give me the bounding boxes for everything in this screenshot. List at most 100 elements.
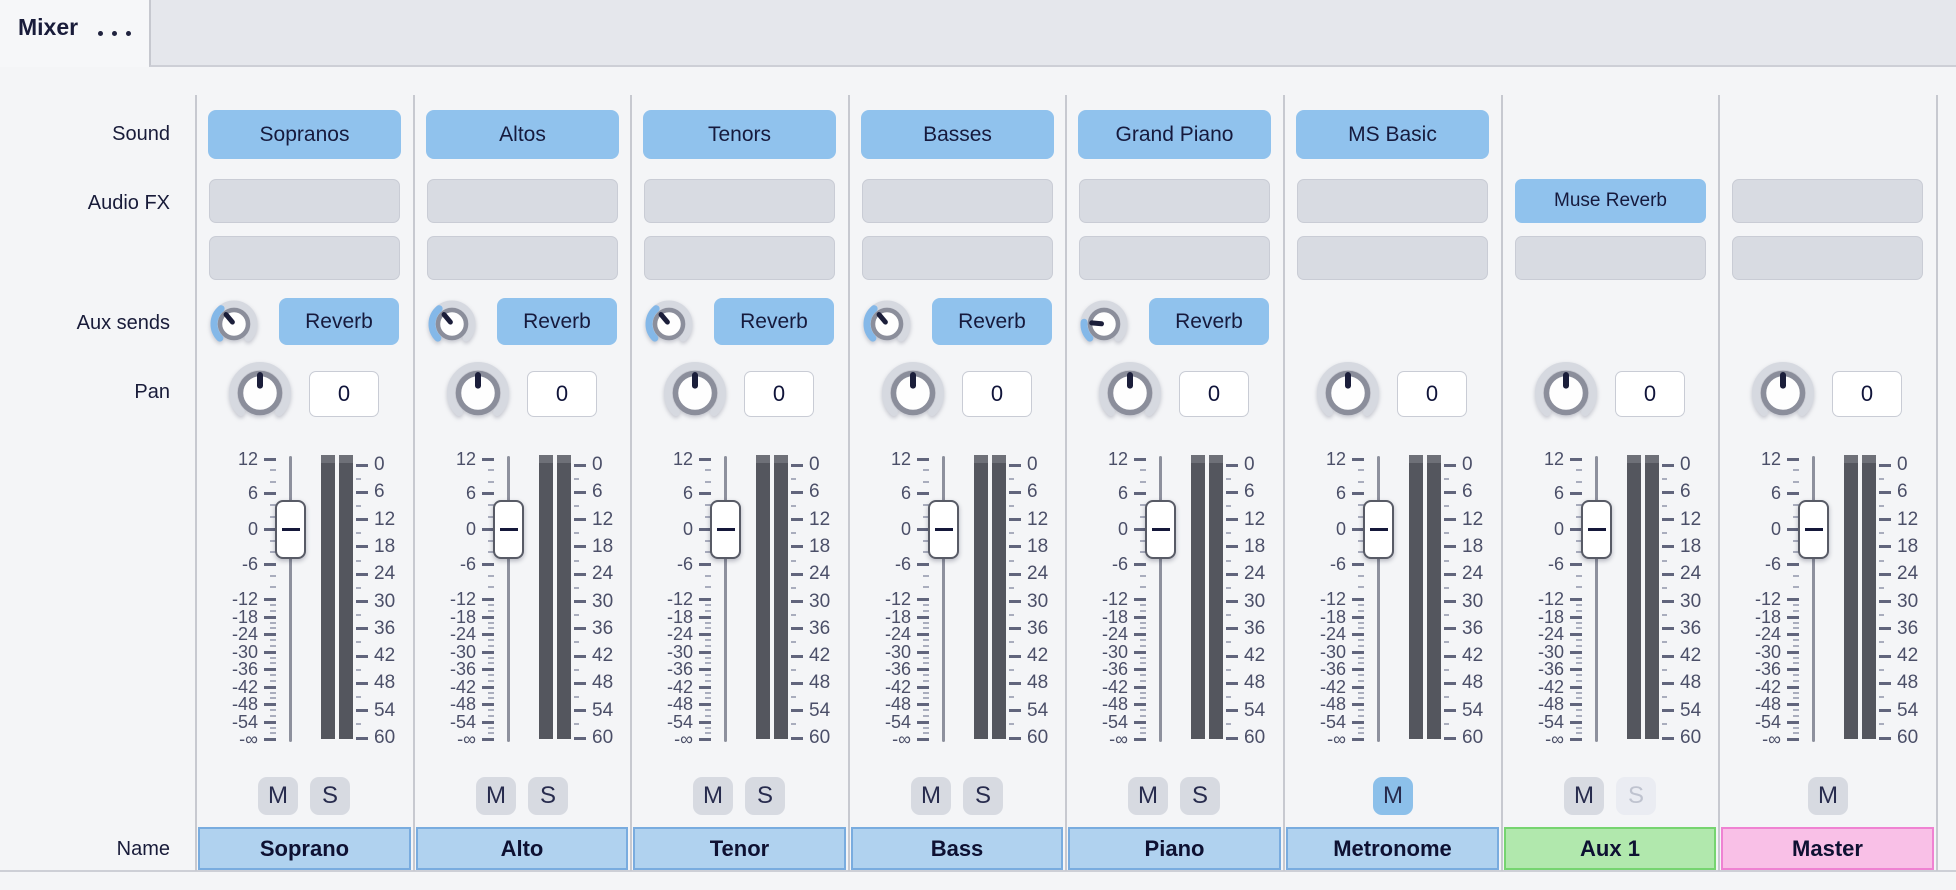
- solo-button[interactable]: S: [528, 777, 568, 815]
- sound-button[interactable]: Sopranos: [208, 110, 401, 159]
- meter-scale-tick: [1879, 600, 1891, 603]
- aux-send-button[interactable]: Reverb: [714, 298, 834, 345]
- mixer-menu-button[interactable]: [90, 20, 138, 46]
- channel-name[interactable]: Metronome: [1286, 827, 1499, 870]
- solo-button[interactable]: S: [310, 777, 350, 815]
- fader-scale-minor-tick: [923, 645, 929, 647]
- fx-slot-2[interactable]: [644, 236, 835, 280]
- solo-button[interactable]: S: [1180, 777, 1220, 815]
- pan-knob[interactable]: [1091, 354, 1169, 432]
- channel-name[interactable]: Aux 1: [1504, 827, 1716, 870]
- pan-knob[interactable]: [874, 354, 952, 432]
- pan-value-input[interactable]: 0: [1397, 371, 1467, 417]
- pan-knob[interactable]: [656, 354, 734, 432]
- fader-handle[interactable]: [1363, 500, 1394, 559]
- mute-button[interactable]: M: [693, 777, 733, 815]
- meter-channel-bar: [1209, 455, 1223, 739]
- fx-slot-1[interactable]: [1732, 179, 1923, 223]
- channel-name[interactable]: Piano: [1068, 827, 1281, 870]
- fader-track[interactable]: [1159, 456, 1162, 742]
- mute-button[interactable]: M: [1128, 777, 1168, 815]
- pan-value-input[interactable]: 0: [1832, 371, 1902, 417]
- channel-name[interactable]: Bass: [851, 827, 1063, 870]
- meter-scale-tick: [1444, 600, 1456, 603]
- pan-value-input[interactable]: 0: [309, 371, 379, 417]
- fx-slot-1[interactable]: [1079, 179, 1270, 223]
- aux-send-knob[interactable]: [204, 294, 264, 354]
- aux-send-knob[interactable]: [639, 294, 699, 354]
- mute-button[interactable]: M: [911, 777, 951, 815]
- sound-button[interactable]: MS Basic: [1296, 110, 1489, 159]
- meter-bar-cap: [1862, 455, 1876, 463]
- meter-scale-tick: [1226, 709, 1238, 713]
- mute-button[interactable]: M: [1564, 777, 1604, 815]
- fader-scale-minor-tick: [270, 604, 276, 606]
- aux-send-button[interactable]: Reverb: [279, 298, 399, 345]
- channel-name[interactable]: Tenor: [633, 827, 846, 870]
- fx-slot-2[interactable]: [1079, 236, 1270, 280]
- solo-button[interactable]: S: [963, 777, 1003, 815]
- pan-value-input[interactable]: 0: [527, 371, 597, 417]
- fx-slot-2[interactable]: [1732, 236, 1923, 280]
- fx-slot-1[interactable]: [1297, 179, 1488, 223]
- pan-knob[interactable]: [1744, 354, 1822, 432]
- sound-button[interactable]: Basses: [861, 110, 1054, 159]
- pan-knob[interactable]: [439, 354, 517, 432]
- mute-button[interactable]: M: [258, 777, 298, 815]
- fx-slot-2[interactable]: [862, 236, 1053, 280]
- fader-handle[interactable]: [1581, 500, 1612, 559]
- fader-track[interactable]: [289, 456, 292, 742]
- fader-scale-minor-tick: [270, 639, 276, 641]
- fx-slot-1[interactable]: [427, 179, 618, 223]
- fader-track[interactable]: [942, 456, 945, 742]
- fx-slot-1[interactable]: [862, 179, 1053, 223]
- aux-send-knob[interactable]: [857, 294, 917, 354]
- channel-name[interactable]: Soprano: [198, 827, 411, 870]
- aux-send-button[interactable]: Reverb: [932, 298, 1052, 345]
- mute-button[interactable]: M: [1373, 777, 1413, 815]
- fader-track[interactable]: [1377, 456, 1380, 742]
- aux-send-button[interactable]: Reverb: [1149, 298, 1269, 345]
- fx-slot-2[interactable]: [1297, 236, 1488, 280]
- pan-value-input[interactable]: 0: [1179, 371, 1249, 417]
- sound-button[interactable]: Grand Piano: [1078, 110, 1271, 159]
- fader-handle[interactable]: [275, 500, 306, 559]
- fx-slot-2[interactable]: [1515, 236, 1706, 280]
- channel-name[interactable]: Alto: [416, 827, 628, 870]
- pan-value-input[interactable]: 0: [1615, 371, 1685, 417]
- aux-send-knob[interactable]: [422, 294, 482, 354]
- fader-handle[interactable]: [1145, 500, 1176, 559]
- meter-scale-label: 48: [592, 672, 614, 694]
- fader-track[interactable]: [507, 456, 510, 742]
- fader-scale-minor-tick: [1358, 621, 1364, 624]
- fader-track[interactable]: [1595, 456, 1598, 742]
- mute-button[interactable]: M: [476, 777, 516, 815]
- fader-track[interactable]: [1812, 456, 1815, 742]
- fx-slot-1[interactable]: Muse Reverb: [1515, 179, 1706, 223]
- fx-slot-2[interactable]: [427, 236, 618, 280]
- fader-scale-tick: [1787, 650, 1799, 654]
- fader-handle[interactable]: [928, 500, 959, 559]
- fx-slot-2[interactable]: [209, 236, 400, 280]
- sound-button[interactable]: Altos: [426, 110, 619, 159]
- aux-send-button[interactable]: Reverb: [497, 298, 617, 345]
- fader-scale-minor-tick: [488, 715, 494, 717]
- fader-scale-label: -∞: [1545, 729, 1564, 749]
- fx-slot-1[interactable]: [644, 179, 835, 223]
- pan-knob[interactable]: [221, 354, 299, 432]
- mute-button[interactable]: M: [1808, 777, 1848, 815]
- meter-channel-bar: [1645, 455, 1659, 739]
- fader-handle[interactable]: [493, 500, 524, 559]
- fader-handle[interactable]: [1798, 500, 1829, 559]
- pan-value-input[interactable]: 0: [744, 371, 814, 417]
- solo-button[interactable]: S: [745, 777, 785, 815]
- pan-knob[interactable]: [1527, 354, 1605, 432]
- pan-knob[interactable]: [1309, 354, 1387, 432]
- fx-slot-1[interactable]: [209, 179, 400, 223]
- sound-button[interactable]: Tenors: [643, 110, 836, 159]
- aux-send-knob[interactable]: [1074, 294, 1134, 354]
- fader-handle[interactable]: [710, 500, 741, 559]
- channel-name[interactable]: Master: [1721, 827, 1934, 870]
- pan-value-input[interactable]: 0: [962, 371, 1032, 417]
- fader-track[interactable]: [724, 456, 727, 742]
